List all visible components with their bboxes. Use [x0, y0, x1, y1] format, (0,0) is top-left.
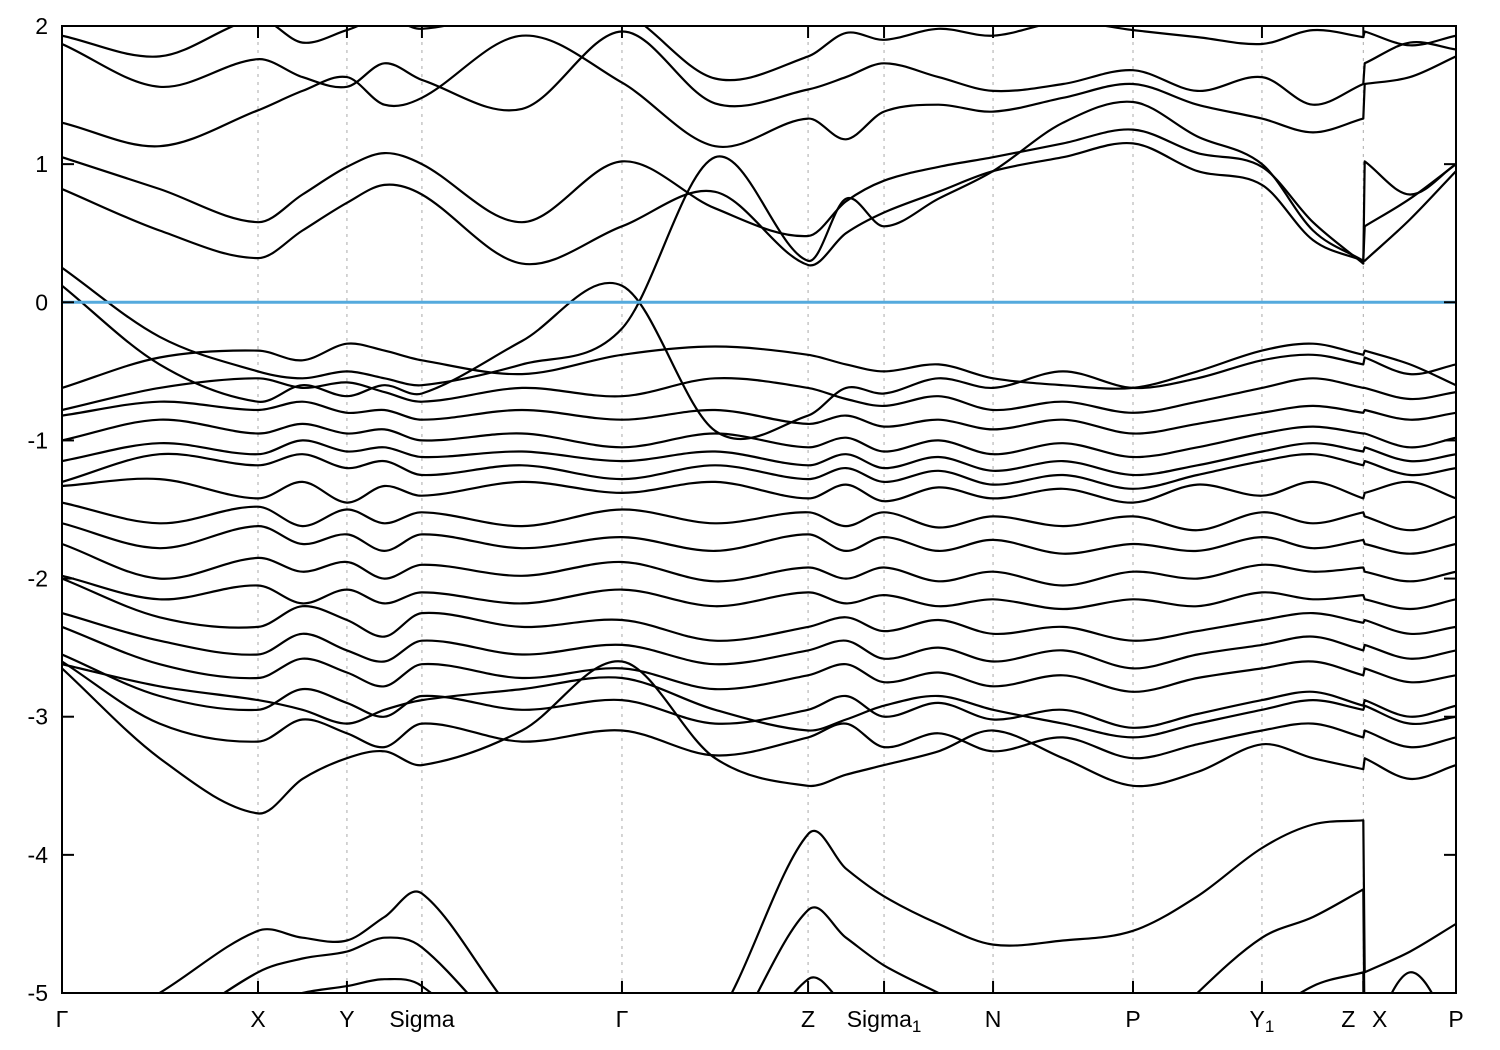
band-line-21	[62, 625, 1456, 693]
x-axis-labels: Γ X Y Sigma Γ Z Sigma1 N P Y1 Z X P	[56, 1006, 1464, 1036]
y-axis-label-0: 0	[35, 289, 48, 315]
k-point-label-0: Γ	[56, 1006, 69, 1032]
k-point-label-7: N	[985, 1006, 1002, 1032]
band-line-11	[62, 418, 1456, 459]
k-point-label-11: X	[1372, 1006, 1387, 1032]
k-point-label-2: Y	[339, 1006, 354, 1032]
y-axis-label--3: -3	[28, 704, 48, 730]
y-axis-label--4: -4	[28, 842, 49, 868]
band-line-6	[62, 100, 1456, 387]
band-line-15	[62, 501, 1456, 532]
band-line-14	[62, 477, 1456, 504]
y-axis-label-1: 1	[35, 151, 48, 177]
band-line-1	[62, 26, 1456, 82]
tick-marks-group	[61, 25, 1457, 994]
band-line-26	[157, 819, 1456, 993]
k-point-label-8: P	[1125, 1006, 1140, 1032]
band-line-28	[297, 971, 1365, 993]
k-point-label-10: Z	[1341, 1006, 1355, 1032]
band-lines-group	[62, 26, 1456, 993]
band-line-12	[62, 439, 1456, 477]
band-line-5	[62, 141, 1456, 267]
band-line-18	[62, 574, 1456, 611]
band-line-3	[62, 34, 1456, 149]
band-line-2	[62, 30, 1456, 112]
k-point-label-12: P	[1448, 1006, 1463, 1032]
y-axis-label-2: 2	[35, 13, 48, 39]
k-point-label-subscript-6: 1	[912, 1017, 921, 1036]
band-line-13	[62, 452, 1456, 490]
band-line-25	[62, 660, 1456, 815]
k-point-label-1: X	[250, 1006, 265, 1032]
band-line-19	[62, 577, 1456, 642]
k-point-label-3: Sigma	[389, 1006, 454, 1032]
y-axis-label--2: -2	[28, 566, 48, 592]
band-line-16	[62, 522, 1456, 555]
band-line-10	[62, 400, 1456, 435]
band-line-24	[62, 663, 1456, 739]
band-line-9	[62, 376, 1456, 414]
k-point-label-4: Γ	[616, 1006, 629, 1032]
band-line-7	[62, 282, 1456, 441]
k-point-label-subscript-9: 1	[1265, 1017, 1274, 1036]
band-line-22	[62, 653, 1456, 729]
y-axis-label--1: -1	[28, 427, 48, 453]
band-line-17	[62, 542, 1456, 587]
k-point-label-5: Z	[801, 1006, 815, 1032]
k-point-label-6: Sigma1	[847, 1006, 922, 1036]
y-axis-label--5: -5	[28, 980, 48, 1006]
band-line-27	[222, 888, 1434, 993]
band-line-8	[62, 342, 1456, 390]
band-line-20	[62, 612, 1456, 670]
band-line-23	[62, 660, 1456, 760]
plot-border	[61, 25, 1457, 994]
y-axis-labels: 2 1 0 -1 -2 -3 -4 -5	[28, 13, 49, 1006]
